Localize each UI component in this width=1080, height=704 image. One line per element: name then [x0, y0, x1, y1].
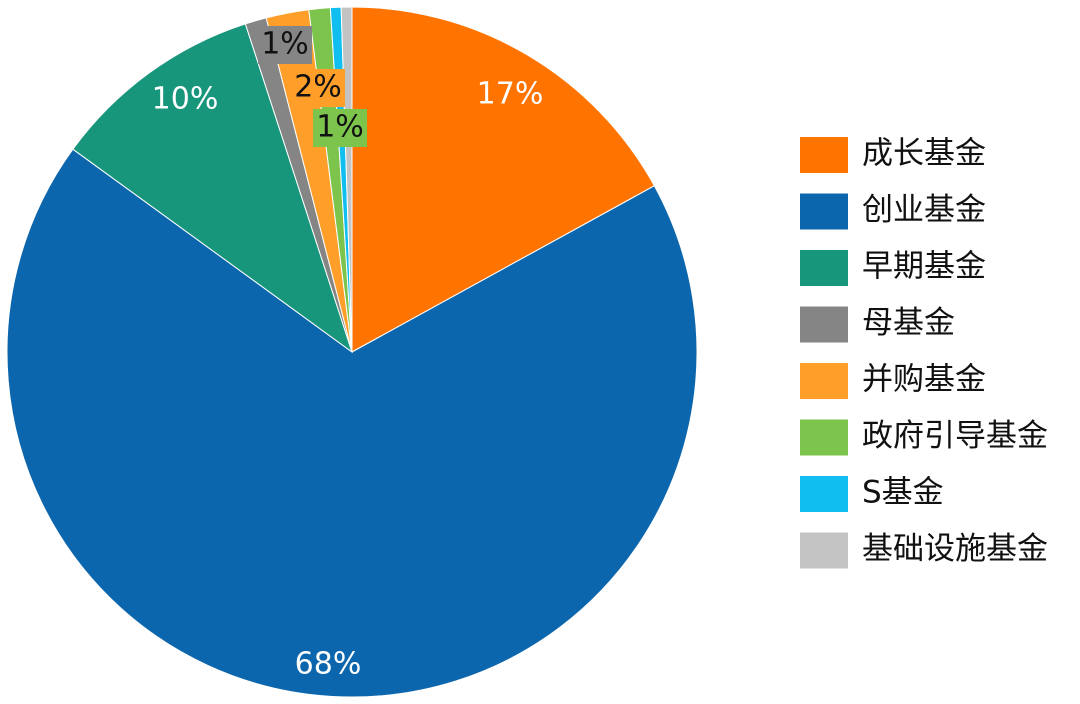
legend-label: 母基金	[862, 305, 955, 341]
legend-label: 成长基金	[862, 136, 986, 172]
legend-swatch	[800, 137, 848, 173]
legend-label: 基础设施基金	[862, 531, 1048, 567]
legend-swatch	[800, 306, 848, 343]
label-box	[258, 26, 312, 64]
pie-slice	[72, 23, 353, 354]
pie-slice	[6, 148, 698, 698]
legend-label: 早期基金	[862, 249, 986, 285]
data-label: 17%	[477, 77, 544, 112]
legend-label: S基金	[862, 475, 944, 511]
legend-swatch	[800, 419, 848, 456]
data-label: 1%	[261, 27, 309, 62]
data-label: 1%	[316, 110, 364, 145]
legend-swatch	[800, 250, 848, 286]
legend-swatch	[800, 476, 848, 512]
legend-label: 创业基金	[862, 192, 986, 228]
data-label: 68%	[295, 647, 362, 682]
data-label: 2%	[294, 70, 342, 105]
legend-label: 并购基金	[862, 362, 986, 398]
legend-swatch	[800, 532, 848, 569]
legend-swatch	[800, 193, 848, 230]
label-box	[313, 109, 367, 147]
label-box	[291, 69, 345, 107]
legend-label: 政府引导基金	[862, 418, 1048, 454]
pie-slice	[351, 6, 656, 353]
legend-swatch	[800, 363, 848, 399]
data-label: 10%	[152, 82, 219, 117]
